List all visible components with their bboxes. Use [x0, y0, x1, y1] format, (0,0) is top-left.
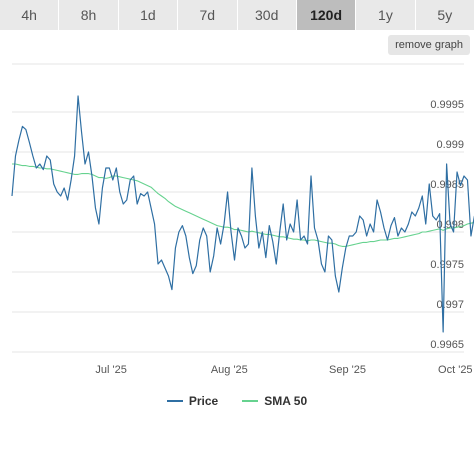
- series-lines: [11, 95, 474, 333]
- legend-swatch-price: [166, 400, 183, 402]
- y-tick-label: 0.9975: [430, 259, 464, 271]
- tab-1d[interactable]: 1d: [118, 0, 179, 30]
- tab-5y[interactable]: 5y: [415, 0, 474, 30]
- x-axis-labels: Jul '25 Aug '25 Sep '25 Oct '25: [95, 364, 472, 376]
- tab-1y[interactable]: 1y: [356, 0, 416, 30]
- time-range-tabs: 4h 8h 1d 7d 30d 120d 1y 5y: [0, 0, 474, 30]
- y-tick-label: 0.9995: [430, 99, 464, 111]
- legend-label-price: Price: [188, 394, 219, 408]
- tab-120d[interactable]: 120d: [296, 0, 357, 30]
- legend-swatch-sma: [242, 400, 259, 402]
- remove-graph-button[interactable]: remove graph: [388, 35, 470, 55]
- legend-item-price[interactable]: Price: [166, 394, 219, 408]
- tab-8h[interactable]: 8h: [59, 0, 119, 30]
- tab-4h[interactable]: 4h: [0, 0, 60, 30]
- tab-7d[interactable]: 7d: [178, 0, 238, 30]
- x-tick-label: Oct '25: [438, 364, 473, 376]
- legend-label-sma: SMA 50: [264, 394, 308, 408]
- grid-lines: [12, 63, 464, 353]
- legend-item-sma[interactable]: SMA 50: [242, 394, 307, 408]
- tab-30d[interactable]: 30d: [237, 0, 297, 30]
- sma-50-line: [12, 163, 474, 247]
- price-chart: 0.99650.9970.99750.9980.99850.9990.9995 …: [11, 63, 474, 376]
- y-tick-label: 0.997: [436, 299, 464, 311]
- y-tick-label: 0.999: [436, 139, 464, 151]
- price-line: [11, 95, 474, 333]
- x-tick-label: Aug '25: [211, 364, 248, 376]
- y-tick-label: 0.9965: [430, 339, 464, 351]
- x-tick-label: Jul '25: [95, 364, 126, 376]
- x-tick-label: Sep '25: [329, 364, 366, 376]
- legend: Price SMA 50: [0, 392, 474, 410]
